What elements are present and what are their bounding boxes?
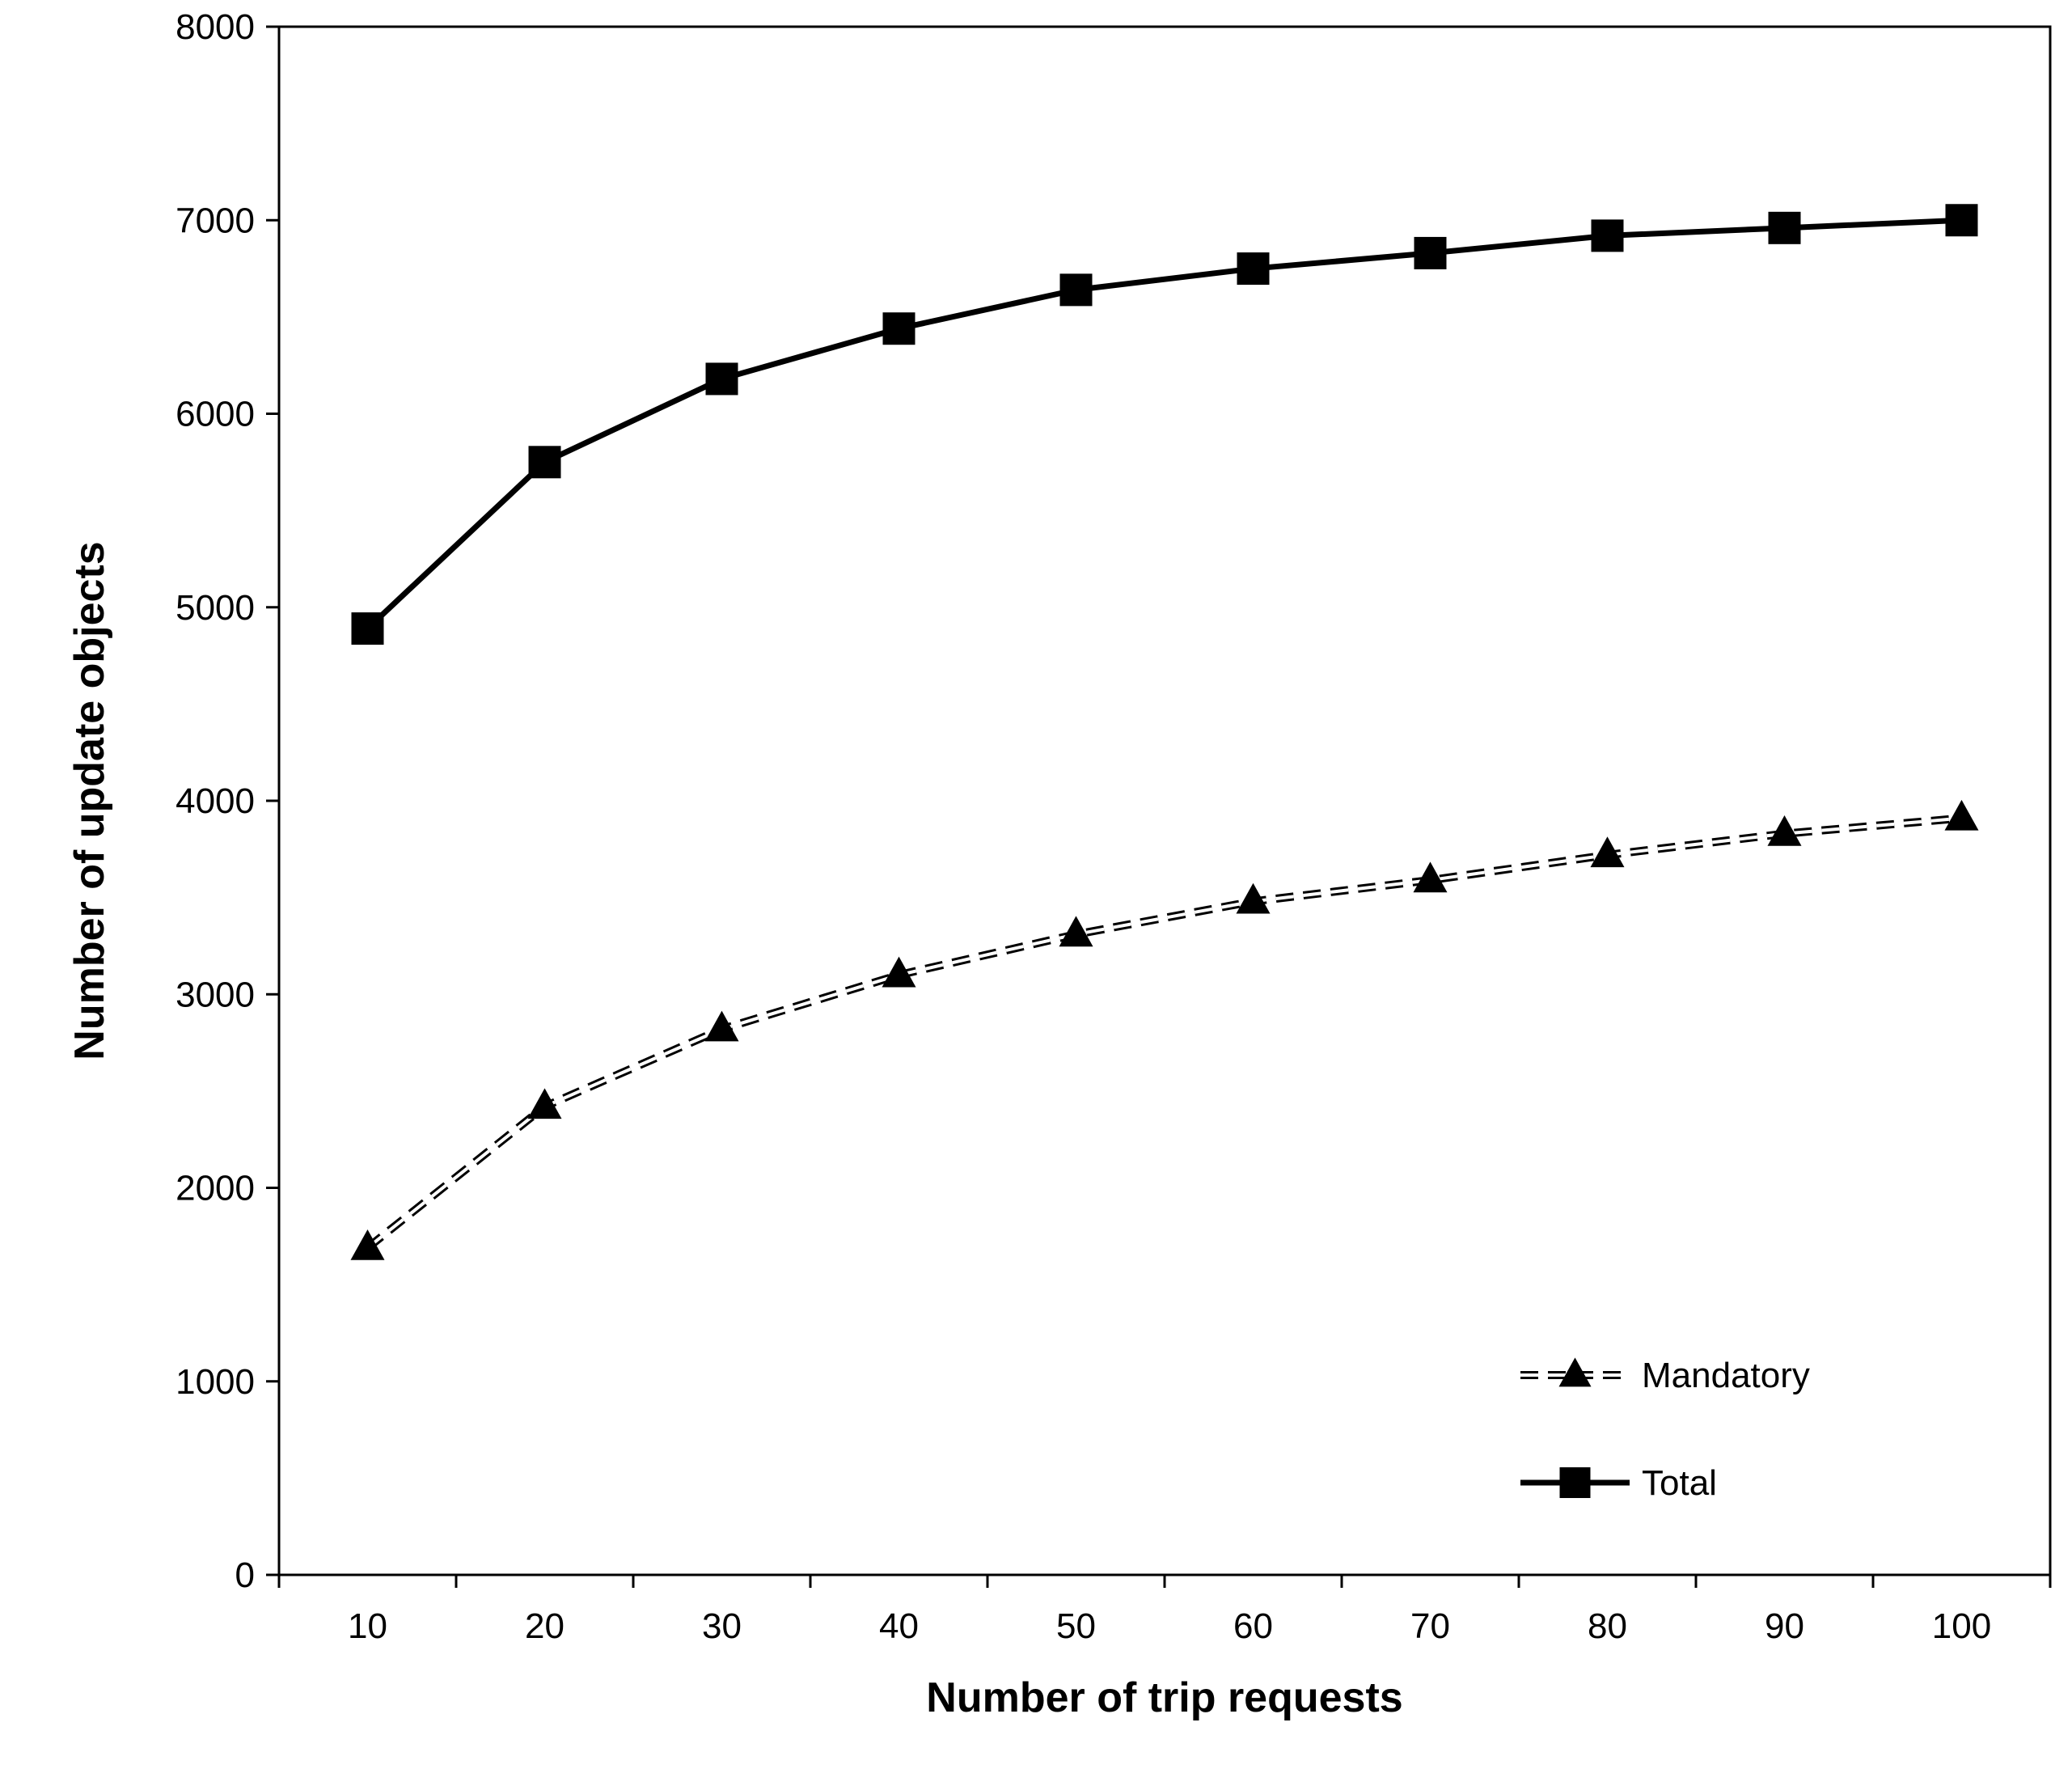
- y-tick-label: 1000: [175, 1362, 255, 1402]
- data-point-mandatory: [1767, 815, 1802, 846]
- legend-item-total: Total: [1520, 1463, 1717, 1503]
- data-point-total: [1591, 219, 1624, 252]
- y-tick-label: 2000: [175, 1169, 255, 1208]
- data-point-total: [351, 612, 384, 645]
- x-tick-label: 30: [702, 1606, 742, 1646]
- x-tick-label: 60: [1233, 1606, 1273, 1646]
- data-point-total: [1945, 204, 1978, 237]
- data-point-mandatory: [882, 956, 916, 988]
- series-total: [351, 204, 1978, 645]
- x-tick-label: 70: [1410, 1606, 1450, 1646]
- x-tick-label: 80: [1588, 1606, 1627, 1646]
- y-tick-label: 0: [235, 1555, 255, 1595]
- y-tick-label: 5000: [175, 588, 255, 628]
- legend-label-mandatory: Mandatory: [1642, 1356, 1810, 1395]
- data-point-total: [1768, 211, 1801, 244]
- x-tick-label: 50: [1056, 1606, 1096, 1646]
- y-tick-label: 4000: [175, 781, 255, 821]
- data-point-total: [1414, 236, 1447, 269]
- x-tick-label: 10: [348, 1606, 387, 1646]
- y-tick-label: 8000: [175, 7, 255, 47]
- data-point-total: [882, 312, 915, 345]
- data-point-mandatory: [1944, 799, 1979, 831]
- series-mandatory-line-inner: [366, 816, 1962, 1250]
- series-mandatory-line-outline: [365, 814, 1962, 1251]
- data-point-mandatory: [1059, 916, 1093, 947]
- axes: 0 1000 2000 3000 4000 5000 6000 7000 8000 10 20 30 4…: [175, 7, 2052, 1646]
- legend: Mandatory Total: [1520, 1356, 1810, 1503]
- y-tick-label: 7000: [175, 201, 255, 240]
- plot-area-border: [277, 25, 2052, 1576]
- x-tick-label: 90: [1765, 1606, 1804, 1646]
- data-point-total: [705, 362, 738, 396]
- series-mandatory: [350, 799, 1979, 1260]
- legend-marker-mandatory: [1558, 1357, 1592, 1387]
- data-point-mandatory: [350, 1229, 385, 1260]
- data-point-total: [1237, 252, 1270, 286]
- data-point-mandatory: [527, 1088, 562, 1119]
- labels-layer: Number of trip requests Number of update…: [66, 541, 1403, 1721]
- legend-marker-total: [1559, 1467, 1591, 1498]
- y-tick-label: 6000: [175, 395, 255, 434]
- data-point-mandatory: [1413, 861, 1448, 893]
- data-point-mandatory: [704, 1010, 739, 1042]
- x-tick-label: 20: [525, 1606, 565, 1646]
- data-point-mandatory: [1236, 882, 1271, 914]
- data-point-mandatory: [1590, 836, 1625, 868]
- legend-item-mandatory: Mandatory: [1520, 1356, 1810, 1395]
- data-point-total: [528, 446, 561, 479]
- x-tick-label: 100: [1932, 1606, 1991, 1646]
- x-tick-label: 40: [879, 1606, 919, 1646]
- x-axis-title: Number of trip requests: [926, 1674, 1402, 1721]
- series-layer: [350, 204, 1979, 1260]
- y-axis-title: Number of update objects: [66, 541, 113, 1060]
- series-total-line: [366, 217, 1962, 631]
- y-tick-label: 3000: [175, 975, 255, 1014]
- legend-label-total: Total: [1642, 1463, 1717, 1503]
- data-point-total: [1059, 273, 1093, 307]
